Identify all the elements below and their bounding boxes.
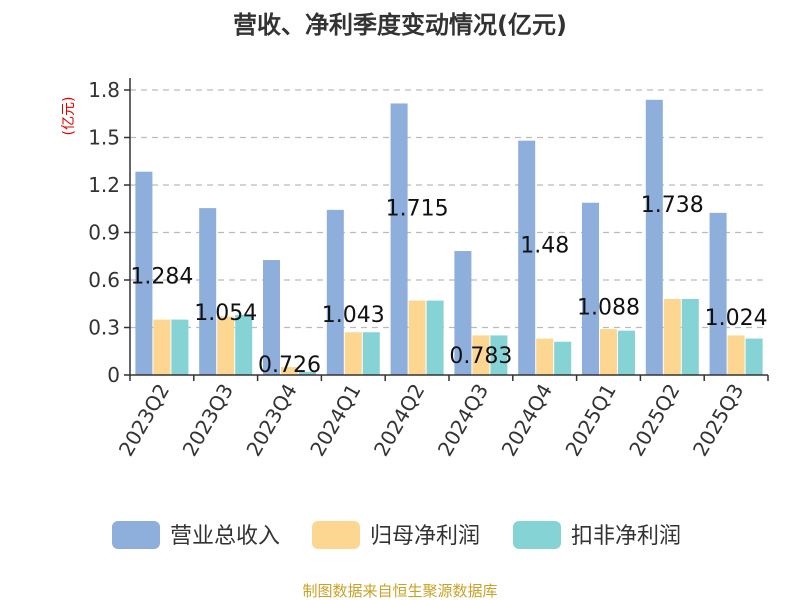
data-label: 1.738 <box>641 193 704 218</box>
y-tick-label: 0 <box>107 363 120 387</box>
bar <box>326 209 344 375</box>
x-tick-label: 2025Q2 <box>624 380 684 461</box>
x-tick-label: 2023Q4 <box>241 380 301 461</box>
bar <box>408 300 426 375</box>
source-note: 制图数据来自恒生聚源数据库 <box>302 582 497 600</box>
data-label: 0.726 <box>258 353 321 378</box>
bar <box>263 260 280 375</box>
legend-label: 营业总收入 <box>170 524 280 549</box>
y-tick-label: 1.2 <box>88 173 120 197</box>
bar <box>344 332 362 375</box>
data-label: 0.783 <box>449 344 512 369</box>
bar <box>153 319 171 375</box>
data-label: 1.284 <box>130 265 193 290</box>
y-tick-label: 0.9 <box>88 221 120 245</box>
bar <box>681 299 699 375</box>
x-tick-label: 2023Q3 <box>178 380 238 461</box>
y-tick-label: 0.3 <box>88 316 120 340</box>
bar <box>663 299 681 375</box>
data-label: 1.024 <box>705 306 768 331</box>
legend-label: 归母净利润 <box>370 524 480 549</box>
legend-label: 扣非净利润 <box>571 524 681 549</box>
bar <box>490 335 508 375</box>
bar <box>171 319 189 375</box>
data-label: 1.715 <box>386 196 449 221</box>
data-label: 1.043 <box>322 303 385 328</box>
bar <box>454 251 472 375</box>
bar <box>472 335 490 375</box>
x-tick-label: 2025Q3 <box>688 380 748 461</box>
bar <box>235 314 253 375</box>
legend: 营业总收入 归母净利润 扣非净利润 <box>112 521 681 549</box>
bar <box>362 332 380 375</box>
bar <box>281 367 298 375</box>
bars <box>135 99 763 376</box>
bar <box>745 338 763 375</box>
bar <box>299 371 316 375</box>
bar <box>600 329 617 375</box>
y-axis-unit-label: (亿元) <box>61 97 77 136</box>
bar <box>554 341 572 375</box>
bar <box>618 330 635 375</box>
y-tick-label: 0.6 <box>88 268 120 292</box>
x-tick-label: 2024Q4 <box>497 380 557 461</box>
legend-swatch <box>513 521 561 549</box>
legend-swatch <box>112 521 160 549</box>
data-label: 1.48 <box>520 234 569 259</box>
bar <box>426 300 444 375</box>
bar <box>582 202 599 375</box>
data-label: 1.054 <box>194 301 257 326</box>
data-label: 1.088 <box>577 296 640 321</box>
y-tick-label: 1.8 <box>88 78 120 102</box>
bar <box>645 99 663 376</box>
bar <box>709 212 727 375</box>
x-tick-label: 2025Q1 <box>560 380 620 461</box>
legend-swatch <box>312 521 360 549</box>
chart-title: 营收、净利季度变动情况(亿元) <box>233 11 567 39</box>
x-tick-label: 2024Q3 <box>433 380 493 461</box>
bar <box>217 316 235 375</box>
y-tick-label: 1.5 <box>88 126 120 150</box>
bar <box>536 338 554 375</box>
x-tick-label: 2024Q1 <box>305 380 365 461</box>
x-tick-label: 2024Q2 <box>369 380 429 461</box>
x-tick-label: 2023Q2 <box>114 380 174 461</box>
bar <box>390 103 408 375</box>
bar <box>518 140 536 375</box>
bar <box>727 335 745 375</box>
bar <box>199 208 217 375</box>
bar <box>135 171 153 375</box>
